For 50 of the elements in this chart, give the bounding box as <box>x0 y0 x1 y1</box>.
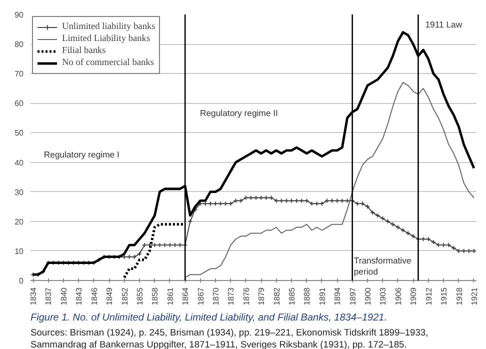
line-series <box>184 82 474 278</box>
x-tick-label: 1876 <box>242 286 251 306</box>
y-tick-label: 20 <box>14 217 24 226</box>
x-tick-label: 1891 <box>318 286 327 306</box>
legend-label: Unlimited liability banks <box>62 21 156 33</box>
y-tick-label: 90 <box>14 10 24 20</box>
y-tick-label: 50 <box>14 128 24 138</box>
y-tick-label: 10 <box>14 246 24 256</box>
text: Figure 1. No. of Unlimited Liability, Limited Liability, and Filial Banks, 1834–1921. <box>30 312 387 324</box>
x-tick-label: 1885 <box>288 286 297 306</box>
x-tick-label: 1837 <box>44 286 54 306</box>
y-tick-label: 70 <box>14 70 24 79</box>
x-tick-label: 1867 <box>196 286 206 306</box>
y-tick-label: 80 <box>14 40 24 50</box>
x-tick-label: 1861 <box>166 286 175 306</box>
x-tick-label: 1918 <box>454 286 464 306</box>
annotation: Regulatory regime II <box>200 108 278 118</box>
x-tick-label: 1879 <box>257 286 266 306</box>
x-tick-label: 1912 <box>424 286 434 306</box>
x-tick-label: 1834 <box>29 286 38 306</box>
x-tick-label: 1894 <box>333 286 342 306</box>
legend-label: Limited Liability banks <box>62 33 150 45</box>
x-tick-label: 1900 <box>364 286 373 306</box>
annotation: 1911 Law <box>425 19 463 30</box>
x-tick-label: 1864 <box>181 286 190 306</box>
legend-label: Filial banks <box>62 45 106 57</box>
x-tick-label: 1849 <box>105 286 114 306</box>
x-tick-label: 1909 <box>409 286 418 306</box>
annotation: Regulatory regime I <box>44 149 120 160</box>
x-tick-label: 1915 <box>440 286 449 306</box>
x-tick-label: 1888 <box>302 286 312 306</box>
x-tick-label: 1921 <box>470 286 479 306</box>
x-tick-label: 1852 <box>120 286 130 306</box>
x-tick-label: 1897 <box>348 286 358 306</box>
legend-label: No of commercial banks <box>62 57 154 69</box>
x-tick-label: 1858 <box>150 286 160 306</box>
x-tick-label: 1870 <box>211 286 220 306</box>
y-tick-label: 40 <box>14 158 24 168</box>
y-tick-label: 0 <box>19 276 24 286</box>
x-tick-label: 1903 <box>378 286 388 306</box>
x-tick-label: 1906 <box>394 286 403 306</box>
x-tick-label: 1840 <box>59 286 68 306</box>
x-tick-label: 1843 <box>74 286 84 306</box>
annotation: Transformative period <box>354 256 412 277</box>
x-tick-label: 1846 <box>90 286 99 306</box>
x-tick-label: 1873 <box>226 286 236 306</box>
y-tick-label: 60 <box>14 99 24 108</box>
y-tick-label: 30 <box>14 188 24 197</box>
x-tick-label: 1855 <box>135 286 144 306</box>
x-tick-label: 1882 <box>272 286 282 306</box>
